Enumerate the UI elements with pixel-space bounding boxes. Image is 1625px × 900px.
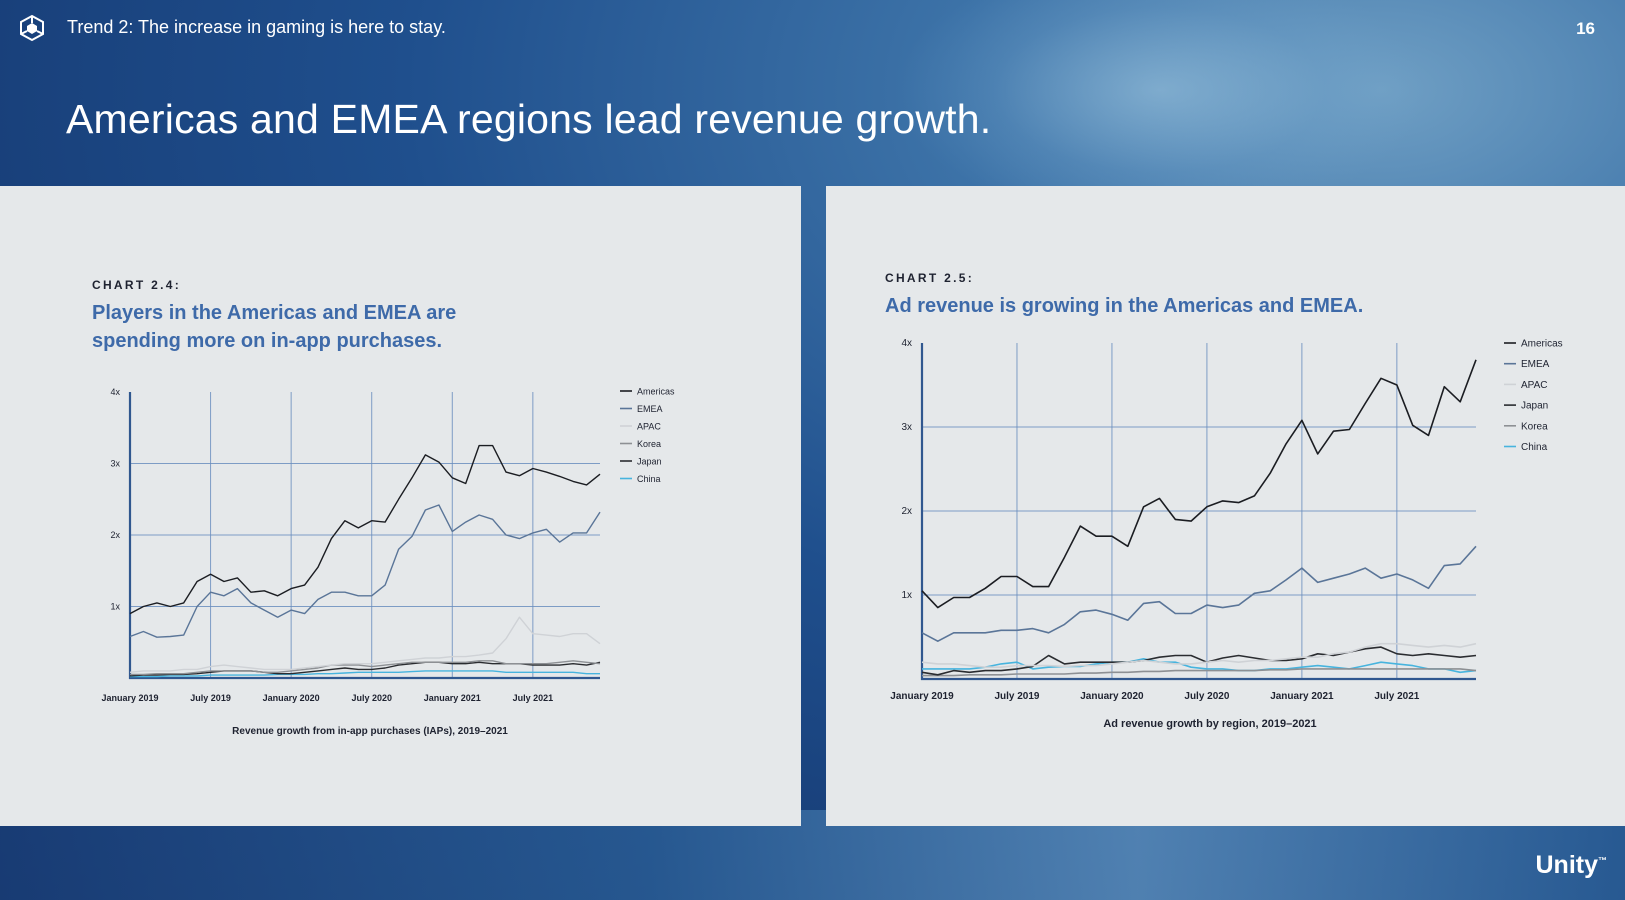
chart-panel-right: CHART 2.5: Ad revenue is growing in the … (826, 186, 1625, 826)
legend-label: China (1521, 442, 1548, 453)
iap-revenue-chart: 1x 2x 3x 4x January 2019 July 2019 January 202… (101, 387, 675, 738)
legend-label: Korea (637, 439, 661, 449)
legend-label: Japan (637, 457, 662, 467)
legend-label: Japan (1521, 401, 1548, 412)
legend-label: APAC (637, 422, 661, 432)
legend-label: Americas (637, 387, 675, 397)
slide-headline: Americas and EMEA regions lead revenue g… (66, 96, 992, 142)
x-tick-label: July 2020 (1184, 691, 1229, 702)
x-tick-label: January 2019 (890, 691, 954, 702)
legend-label: Americas (1521, 339, 1563, 350)
y-tick-label: 1x (901, 590, 912, 601)
x-tick-label: January 2020 (263, 693, 320, 703)
y-tick-label: 2x (110, 530, 120, 540)
chart-title: Ad revenue is growing in the Americas an… (885, 292, 1363, 320)
page-number: 16 (1576, 19, 1595, 38)
chart-title-line: Ad revenue is growing in the Americas an… (885, 295, 1364, 317)
y-tick-label: 2x (901, 506, 912, 517)
series-line-apac (129, 616, 601, 673)
unity-logo: Unity™ (1536, 851, 1608, 880)
x-tick-label: July 2019 (190, 693, 231, 703)
chart-caption: Ad revenue growth by region, 2019–2021 (1103, 718, 1316, 730)
chart-caption: Revenue growth from in-app purchases (IA… (232, 726, 508, 737)
x-tick-label: January 2019 (101, 693, 158, 703)
series-line-korea (130, 660, 601, 676)
series-line-apac (921, 642, 1477, 669)
chart-title: Players in the Americas and EMEA are spe… (92, 299, 456, 355)
chart-label: CHART 2.4: (92, 278, 182, 292)
y-tick-label: 4x (110, 387, 120, 397)
x-tick-label: July 2021 (1374, 691, 1419, 702)
trademark-mark: ™ (1598, 855, 1607, 866)
series-line-china (130, 670, 600, 678)
series-line-emea (129, 504, 601, 638)
y-tick-label: 3x (901, 422, 912, 433)
ad-revenue-chart: 1x 2x 3x 4x January 2019 July 2019 January 202… (890, 338, 1563, 730)
series-line-japan (921, 646, 1477, 676)
chart-title-line: Players in the Americas and EMEA are (92, 302, 457, 324)
chart-label: CHART 2.5: (885, 271, 975, 285)
legend-label: EMEA (637, 404, 663, 414)
unity-wordmark: Unity (1535, 851, 1599, 879)
x-tick-label: July 2019 (994, 691, 1039, 702)
series-line-emea (921, 545, 1477, 643)
y-tick-label: 1x (110, 602, 120, 612)
x-tick-label: July 2021 (513, 693, 554, 703)
series-line-china (922, 657, 1477, 674)
x-tick-label: January 2020 (1080, 691, 1144, 702)
legend-label: China (637, 474, 661, 484)
x-tick-label: January 2021 (1270, 691, 1334, 702)
chart-title-line: spending more on in-app purchases. (92, 330, 443, 352)
y-tick-label: 3x (110, 459, 120, 469)
top-bar: Trend 2: The increase in gaming is here … (0, 0, 1625, 58)
unity-cube-icon (20, 14, 44, 42)
x-tick-label: July 2020 (351, 693, 392, 703)
series-line-korea (922, 668, 1477, 677)
chart-panel-left: CHART 2.4: Players in the Americas and E… (0, 186, 801, 826)
legend-label: EMEA (1521, 359, 1550, 370)
x-tick-label: January 2021 (424, 693, 481, 703)
y-tick-label: 4x (901, 338, 912, 349)
legend-label: Korea (1521, 421, 1548, 432)
legend-label: APAC (1521, 380, 1548, 391)
series-line-americas (921, 359, 1477, 609)
trend-label: Trend 2: The increase in gaming is here … (67, 17, 446, 37)
series-line-americas (129, 444, 601, 615)
